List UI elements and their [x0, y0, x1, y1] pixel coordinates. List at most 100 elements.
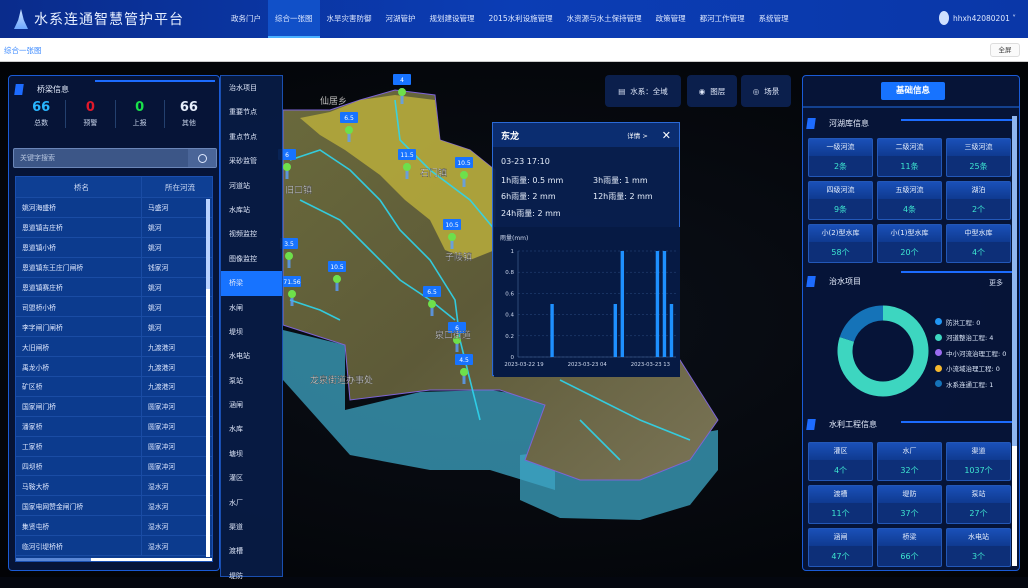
search-input[interactable]: 关键字搜索: [13, 148, 217, 168]
table-vertical-scrollbar[interactable]: [206, 199, 210, 557]
layer-item[interactable]: 水库: [229, 425, 243, 434]
info-card[interactable]: 渡槽 11个: [808, 485, 873, 524]
layer-item[interactable]: 水电站: [229, 352, 250, 361]
layer-button[interactable]: ◉ 图层: [687, 75, 737, 107]
station-marker[interactable]: 10.5: [328, 261, 346, 291]
info-card[interactable]: 水厂 32个: [877, 442, 942, 481]
info-card[interactable]: 水电站 3个: [946, 528, 1011, 567]
rain-bar[interactable]: [669, 304, 674, 357]
table-row[interactable]: 恩道镇小桥 姚河: [16, 237, 212, 258]
layer-item[interactable]: 塘坝: [229, 449, 243, 458]
rain-bar[interactable]: [655, 251, 660, 357]
column-header-river[interactable]: 所在河流: [165, 182, 195, 192]
table-row[interactable]: 大旧闸桥 九渡港河: [16, 337, 212, 358]
nav-item[interactable]: 水旱灾害防御: [326, 14, 372, 23]
legend-item[interactable]: 防洪工程: 0: [935, 314, 1006, 330]
info-card[interactable]: 中型水库 4个: [946, 224, 1011, 263]
station-marker[interactable]: 4.5: [455, 354, 473, 384]
scene-button[interactable]: ◎ 场景: [741, 75, 791, 107]
table-row[interactable]: 禹龙小桥 九渡港河: [16, 357, 212, 378]
nav-item[interactable]: 都河工作管理: [699, 14, 745, 23]
layer-item[interactable]: 重点节点: [229, 132, 257, 141]
nav-item[interactable]: 系统管理: [758, 14, 789, 23]
layer-item[interactable]: 治水项目: [229, 84, 257, 92]
table-row[interactable]: 临河引堤桥桥 湿水河: [16, 536, 212, 557]
info-card[interactable]: 三级河流 25条: [946, 138, 1011, 177]
rain-bar[interactable]: [550, 304, 554, 357]
table-row[interactable]: 矿区桥 九渡港河: [16, 377, 212, 397]
station-marker[interactable]: 10.5: [443, 219, 461, 249]
panel-scrollbar[interactable]: [1012, 116, 1017, 566]
layer-item[interactable]: 渡槽: [229, 547, 243, 556]
layer-item[interactable]: 水厂: [229, 498, 243, 507]
info-card[interactable]: 渠道 1037个: [946, 442, 1011, 481]
layer-item[interactable]: 灌区: [229, 474, 243, 483]
table-row[interactable]: 姚河海盛桥 马盛河: [16, 198, 212, 218]
nav-item[interactable]: 规划建设管理: [429, 14, 475, 23]
station-marker[interactable]: 6: [448, 322, 466, 352]
info-card[interactable]: 堤防 37个: [877, 485, 942, 524]
table-row[interactable]: 李字闸门闸桥 姚河: [16, 317, 212, 338]
info-card[interactable]: 二级河流 11条: [877, 138, 942, 177]
donut-slice[interactable]: [837, 305, 929, 397]
station-marker[interactable]: 3.5: [280, 238, 298, 268]
close-icon[interactable]: ✕: [661, 128, 671, 142]
table-row[interactable]: 集贤屯桥 湿水河: [16, 516, 212, 537]
layer-item[interactable]: 水库站: [229, 205, 250, 214]
detail-link[interactable]: 详情 >: [627, 132, 648, 140]
user-menu[interactable]: hhxh42080201 ˅: [938, 11, 1016, 25]
more-link[interactable]: 更多: [989, 279, 1003, 287]
rain-bar[interactable]: [613, 304, 617, 357]
table-row[interactable]: 四坝桥 圆家冲河: [16, 456, 212, 477]
table-horizontal-scrollbar[interactable]: [16, 558, 212, 561]
info-card[interactable]: 一级河流 2条: [808, 138, 873, 177]
station-marker[interactable]: 6.5: [340, 112, 358, 142]
info-card[interactable]: 灌区 4个: [808, 442, 873, 481]
nav-item[interactable]: 政策管理: [655, 14, 686, 23]
info-card[interactable]: 小(1)型水库 20个: [877, 224, 942, 263]
table-row[interactable]: 国家电网赞金闸门桥 湿水河: [16, 496, 212, 517]
table-row[interactable]: 国家闸门桥 圆家冲河: [16, 396, 212, 417]
layer-item[interactable]: 图像监控: [229, 254, 257, 263]
rain-bar[interactable]: [620, 251, 625, 357]
info-card[interactable]: 四级河流 9条: [808, 181, 873, 220]
nav-item[interactable]: 2015水利设施管理: [488, 14, 553, 23]
nav-item[interactable]: 水资源与水土保持管理: [566, 14, 642, 23]
info-card[interactable]: 涵闸 47个: [808, 528, 873, 567]
legend-item[interactable]: 水系连通工程: 1: [935, 376, 1006, 392]
info-card[interactable]: 泵站 27个: [946, 485, 1011, 524]
table-row[interactable]: 恩道镇吉庄桥 姚河: [16, 217, 212, 238]
water-system-button[interactable]: ▤ 水系：全域: [605, 75, 681, 107]
layer-item[interactable]: 涵闸: [229, 401, 243, 410]
legend-item[interactable]: 中小河流治理工程: 0: [935, 345, 1006, 361]
layer-item[interactable]: 泵站: [229, 376, 243, 385]
layer-item[interactable]: 堤坝: [229, 327, 243, 336]
search-button[interactable]: [188, 149, 216, 167]
station-marker[interactable]: 4: [393, 74, 411, 104]
station-marker[interactable]: 71.56: [283, 276, 301, 306]
station-marker[interactable]: 10.5: [455, 157, 473, 187]
info-card[interactable]: 桥梁 66个: [877, 528, 942, 567]
nav-item[interactable]: 政务门户: [231, 14, 261, 23]
layer-item[interactable]: 重要节点: [229, 108, 257, 117]
station-marker[interactable]: 11.5: [398, 149, 416, 179]
layer-item[interactable]: 河道站: [229, 181, 250, 190]
breadcrumb-current[interactable]: 综合一张图: [4, 46, 42, 55]
fullscreen-button[interactable]: 全屏: [990, 43, 1020, 57]
legend-item[interactable]: 河道整治工程: 4: [935, 330, 1006, 346]
donut-slice[interactable]: [839, 305, 884, 342]
table-row[interactable]: 司盟桥小桥 姚河: [16, 297, 212, 318]
layer-item[interactable]: 渠道: [229, 523, 243, 532]
layer-item[interactable]: 水闸: [229, 303, 243, 312]
layer-item[interactable]: 桥梁: [221, 271, 282, 296]
table-row[interactable]: 工家桥 圆家冲河: [16, 436, 212, 457]
table-row[interactable]: 潘家桥 圆家冲河: [16, 416, 212, 437]
tab-basic-info[interactable]: 基础信息: [881, 82, 945, 100]
rain-bar[interactable]: [662, 251, 667, 357]
station-marker[interactable]: 6.5: [423, 286, 441, 316]
column-header-name[interactable]: 桥名: [16, 177, 142, 197]
table-row[interactable]: 恩道镇赛庄桥 姚河: [16, 277, 212, 298]
nav-item[interactable]: 河湖管护: [385, 14, 416, 23]
layer-item[interactable]: 堤防: [229, 571, 243, 580]
layer-item[interactable]: 采砂监管: [229, 157, 257, 166]
